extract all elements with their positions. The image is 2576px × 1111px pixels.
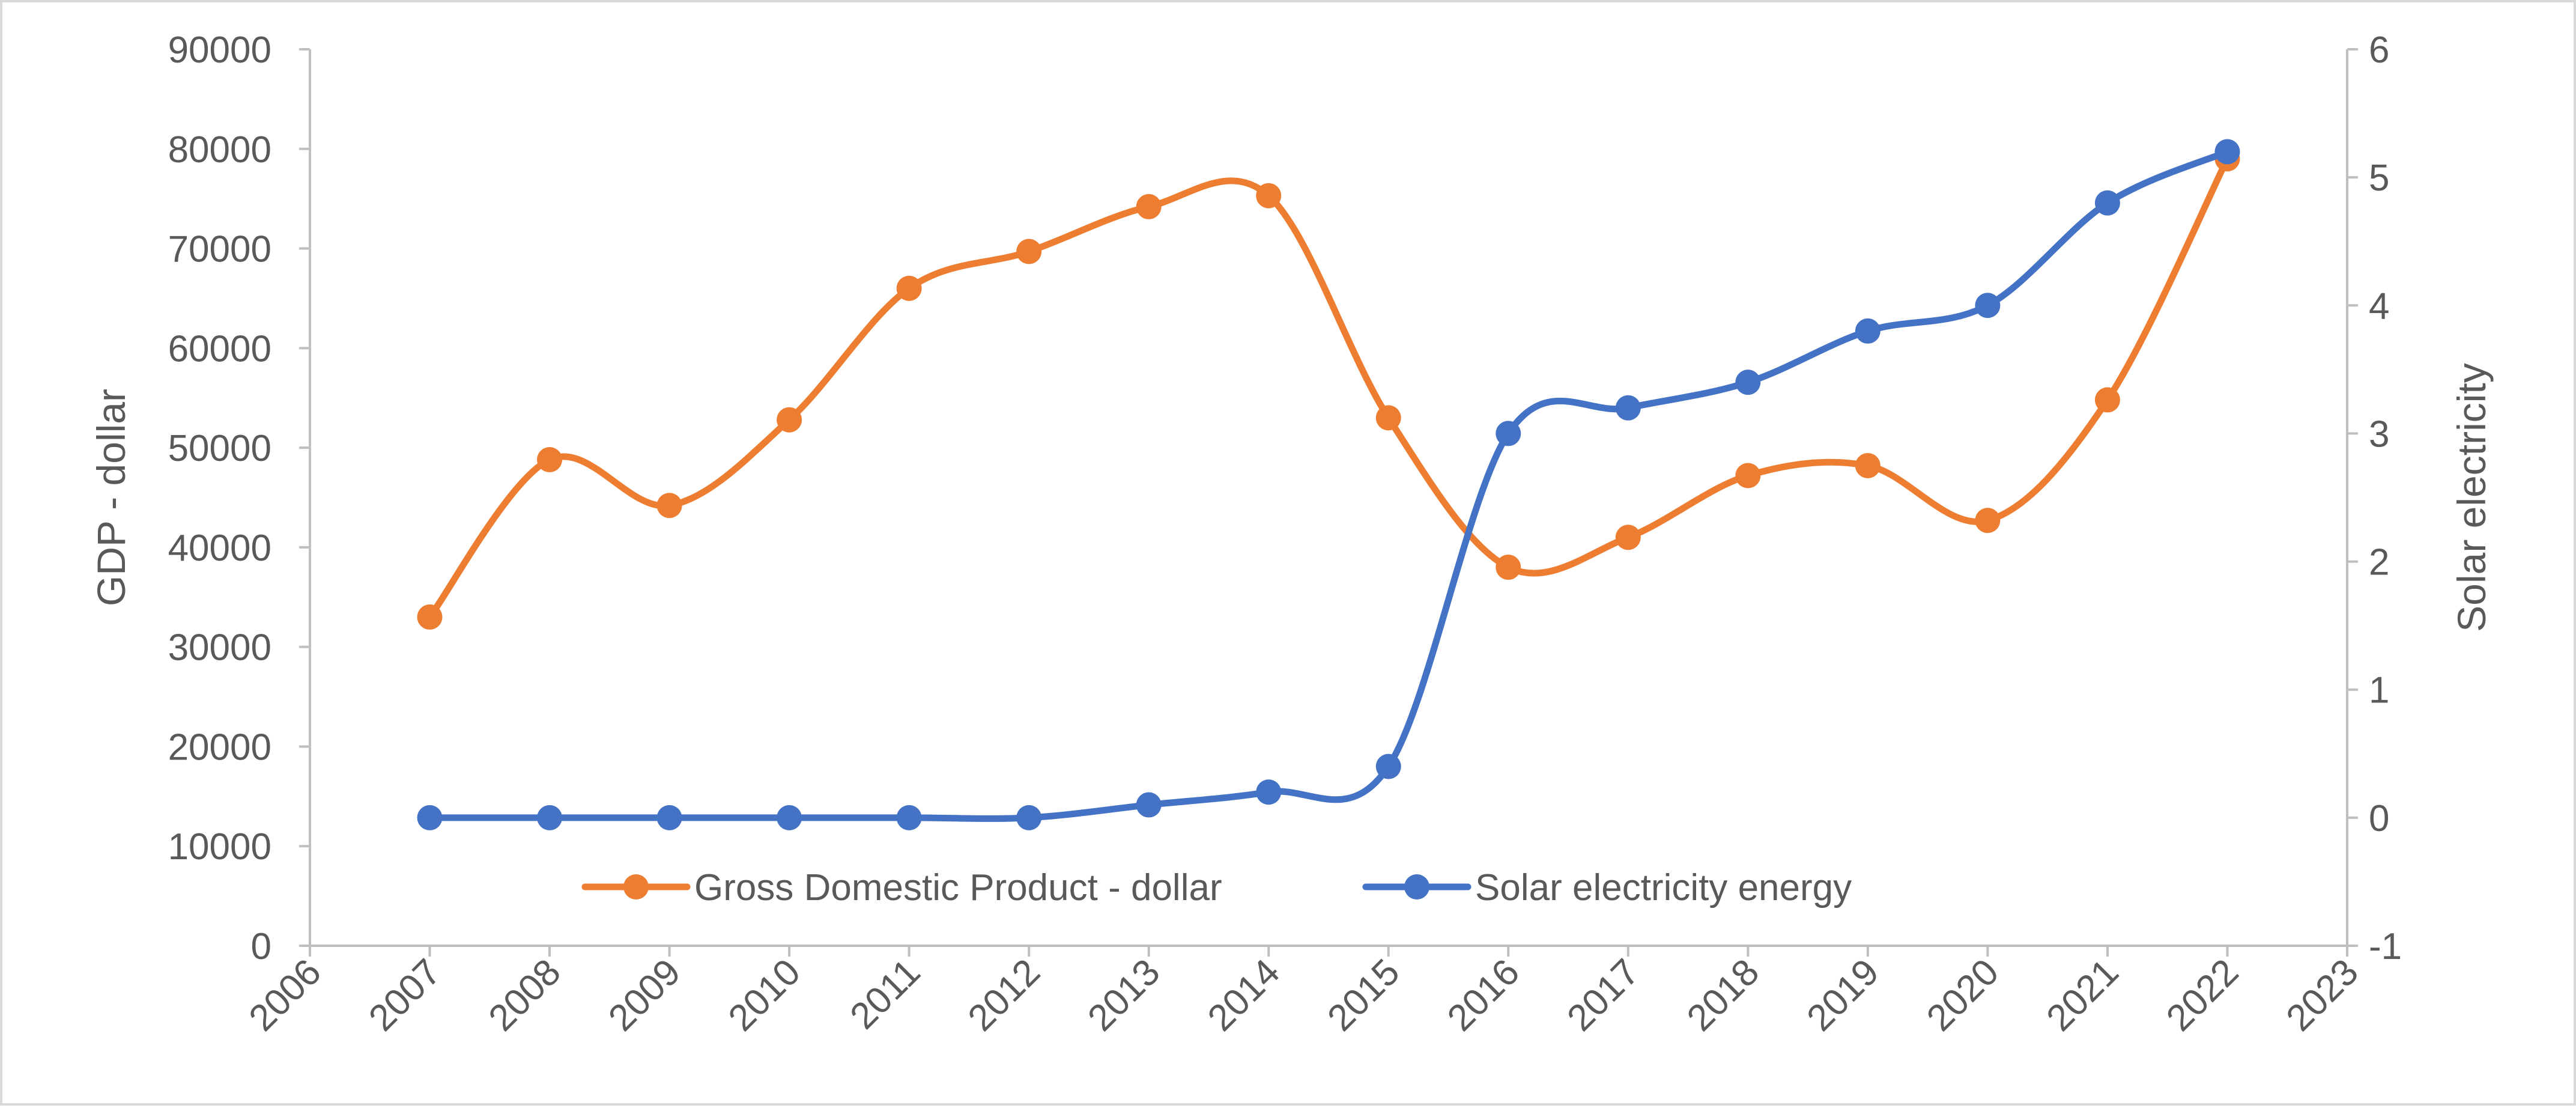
y-left-tick-label: 30000: [168, 627, 271, 669]
gdp-data-point: [1855, 452, 1880, 478]
y-left-tick-label: 0: [251, 926, 271, 967]
legend-gdp-marker: [623, 874, 649, 899]
legend-solar-label: Solar electricity energy: [1475, 867, 1852, 909]
solar-data-point: [1855, 318, 1880, 344]
solar-data-point: [1615, 395, 1641, 421]
y-right-tick-label: 1: [2369, 670, 2389, 711]
x-tick-label: 2007: [361, 951, 449, 1039]
x-tick-label: 2008: [481, 951, 569, 1039]
x-tick-label: 2021: [2039, 951, 2127, 1039]
x-tick-label: 2010: [721, 951, 808, 1039]
x-tick-label: 2015: [1320, 951, 1407, 1039]
gdp-data-point: [1496, 555, 1521, 580]
y-right-tick-label: 3: [2369, 413, 2389, 455]
solar-data-point: [537, 805, 563, 830]
solar-data-point: [896, 805, 922, 830]
legend: Gross Domestic Product - dollar Solar ele…: [581, 867, 1852, 909]
solar-data-point: [1975, 293, 2001, 318]
x-tick-label: 2017: [1559, 951, 1647, 1039]
gdp-data-point: [1735, 463, 1761, 489]
solar-data-point: [1735, 370, 1761, 395]
y-right-tick-label: 6: [2369, 29, 2389, 71]
x-tick-label: 2023: [2279, 951, 2366, 1039]
y-left-tick-label: 90000: [168, 29, 271, 71]
y-right-tick-label: -1: [2369, 926, 2402, 967]
y-left-tick-label: 80000: [168, 129, 271, 171]
y-axis-left-title: GDP - dollar: [89, 389, 133, 606]
x-tick-label: 2016: [1440, 951, 1527, 1039]
solar-data-point: [1256, 779, 1282, 805]
gdp-data-point: [896, 275, 922, 301]
legend-solar-marker: [1404, 874, 1429, 899]
y-left-tick-label: 60000: [168, 328, 271, 370]
solar-data-point: [1016, 805, 1042, 830]
solar-data-point: [656, 805, 682, 830]
x-tick-label: 2020: [1919, 951, 2007, 1039]
y-left-tick-label: 50000: [168, 428, 271, 469]
x-tick-label: 2012: [960, 951, 1048, 1039]
y-right-tick-label: 2: [2369, 542, 2389, 583]
gdp-data-point: [1375, 405, 1401, 431]
gdp-data-point: [656, 493, 682, 519]
gdp-data-point: [777, 407, 802, 433]
gdp-data-point: [1136, 193, 1162, 219]
solar-data-point: [417, 805, 443, 830]
solar-data-point: [2214, 139, 2240, 165]
y-right-tick-label: 4: [2369, 285, 2389, 327]
gdp-data-point: [417, 604, 443, 630]
x-tick-label: 2011: [842, 951, 928, 1037]
gdp-data-point: [537, 447, 563, 473]
x-tick-label: 2022: [2159, 951, 2246, 1039]
y-right-tick-label: 0: [2369, 798, 2389, 839]
x-tick-label: 2019: [1799, 951, 1887, 1039]
x-tick-label: 2013: [1080, 951, 1168, 1039]
y-left-tick-label: 10000: [168, 826, 271, 868]
gdp-data-point: [2094, 387, 2120, 413]
y-left-tick-label: 70000: [168, 229, 271, 270]
solar-series-line: [426, 148, 2231, 822]
gdp-data-point: [1016, 239, 1042, 264]
y-axis-right-title: Solar electricity: [2449, 363, 2494, 632]
axes-layer: 0 10000 20000 30000 40000 50000 60000 70000 8000…: [89, 29, 2494, 1039]
y-left-tick-label: 20000: [168, 726, 271, 768]
gdp-data-point: [1975, 508, 2001, 534]
solar-data-point: [2094, 190, 2120, 216]
series-layer: [417, 139, 2240, 830]
gdp-series-line: [426, 155, 2231, 621]
solar-data-point: [1496, 421, 1521, 446]
gdp-data-point: [1256, 183, 1282, 209]
gdp-data-point: [1615, 525, 1641, 550]
x-tick-label: 2014: [1200, 951, 1288, 1039]
solar-data-point: [777, 805, 802, 830]
solar-data-point: [1375, 753, 1401, 779]
y-left-tick-label: 40000: [168, 528, 271, 569]
y-right-tick-label: 5: [2369, 157, 2389, 199]
legend-gdp-label: Gross Domestic Product - dollar: [694, 867, 1222, 909]
x-tick-label: 2009: [601, 951, 688, 1039]
solar-data-point: [1136, 792, 1162, 818]
x-tick-label: 2018: [1679, 951, 1767, 1039]
